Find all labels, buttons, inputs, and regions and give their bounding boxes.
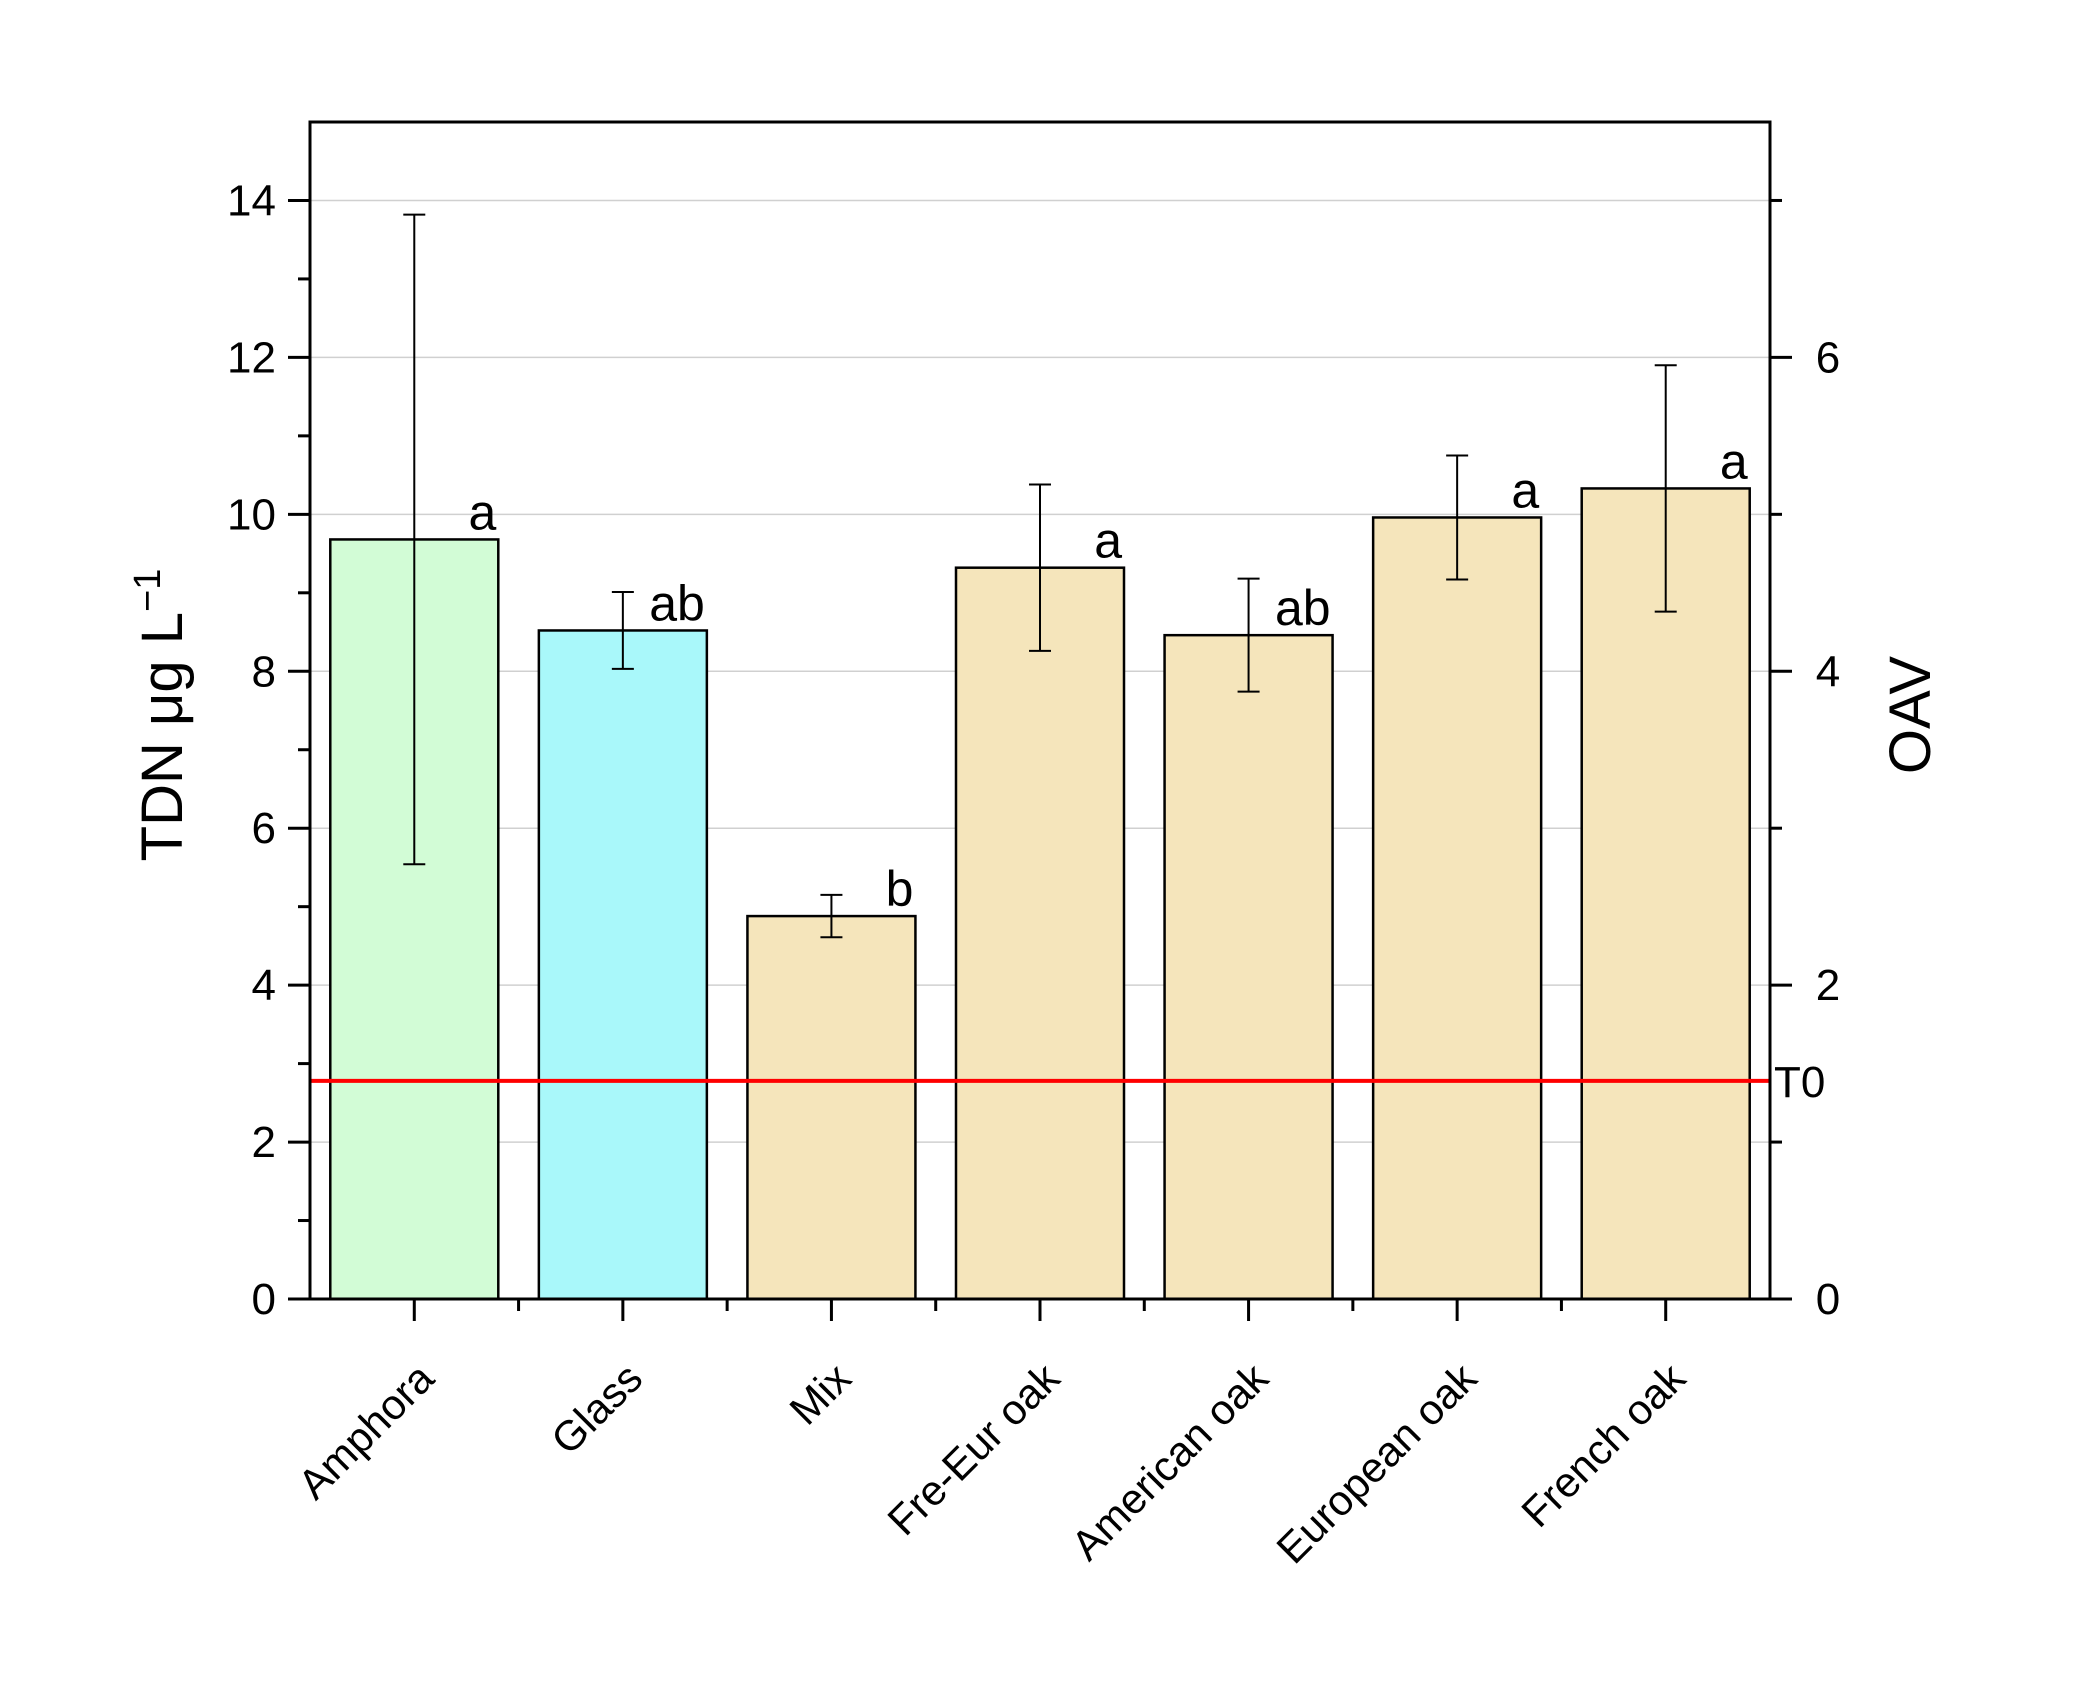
significance-label: a — [468, 484, 496, 540]
x-tick-label: French oak — [1512, 1353, 1695, 1536]
x-tick-label: Amphora — [289, 1354, 443, 1508]
bar — [1163, 633, 1334, 1301]
bar — [746, 914, 917, 1301]
x-tick-label: Glass — [542, 1354, 651, 1463]
significance-label: a — [1511, 462, 1539, 518]
bar — [1580, 487, 1751, 1301]
y-tick-label: 10 — [227, 490, 276, 539]
y2-tick-label: 2 — [1816, 961, 1840, 1010]
y-tick-label: 2 — [252, 1118, 276, 1167]
bars — [329, 487, 1751, 1301]
bar — [1371, 516, 1543, 1301]
x-tick-label: American oak — [1062, 1353, 1278, 1569]
significance-label: a — [1094, 513, 1122, 569]
y2-tick-label: 4 — [1816, 647, 1840, 696]
x-tick-label: Fre-Eur oak — [878, 1353, 1069, 1544]
y2-axis-title: OAV — [1878, 656, 1943, 774]
bar — [954, 566, 1126, 1301]
y-tick-label: 4 — [252, 961, 276, 1010]
y-tick-label: 8 — [252, 647, 276, 696]
y-tick-label: 12 — [227, 333, 276, 382]
y2-tick-label: 0 — [1816, 1275, 1840, 1324]
y-axis-title-text: TDN μg L — [130, 612, 195, 861]
reference-line-label: T0 — [1774, 1058, 1825, 1107]
significance-label: ab — [649, 575, 705, 631]
bar — [537, 629, 709, 1301]
error-bars — [403, 213, 1677, 939]
axes — [288, 198, 1792, 1321]
x-tick-label: European oak — [1267, 1353, 1486, 1572]
y-tick-label: 6 — [252, 804, 276, 853]
y-tick-label: 0 — [252, 1275, 276, 1324]
y-axis-title: TDN μg L−1 — [127, 569, 195, 862]
y2-tick-label: 6 — [1816, 333, 1840, 382]
y-axis-title-superscript: −1 — [127, 569, 169, 612]
significance-label: b — [886, 861, 914, 917]
y-tick-label: 14 — [227, 176, 276, 225]
significance-label: a — [1720, 433, 1748, 489]
significance-label: ab — [1275, 580, 1331, 636]
x-tick-label: Mix — [780, 1354, 859, 1433]
